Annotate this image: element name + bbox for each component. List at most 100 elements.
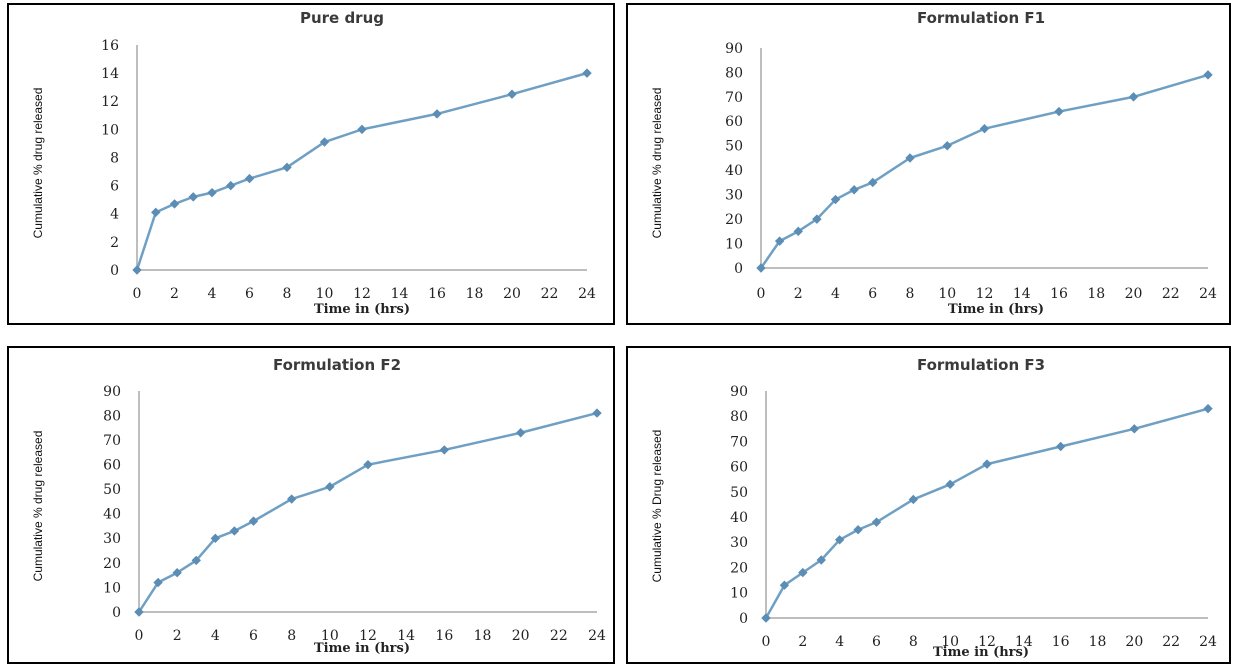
data-point-marker (226, 180, 236, 191)
data-point-marker (188, 192, 198, 202)
data-point-marker (169, 199, 180, 209)
x-tick-label: 2 (173, 628, 182, 644)
data-point-marker (1128, 92, 1139, 102)
y-tick-label: 0 (112, 605, 121, 621)
y-tick-label: 20 (730, 560, 748, 576)
x-tick-label: 24 (1199, 634, 1217, 650)
data-point-marker (1203, 70, 1213, 80)
chart-title: Formulation F3 (917, 356, 1045, 374)
x-tick-label: 24 (1199, 286, 1217, 302)
data-point-marker (779, 580, 790, 590)
y-tick-label: 40 (725, 163, 743, 179)
x-axis-label: Time in (hrs) (314, 302, 410, 317)
x-tick-label: 8 (283, 286, 292, 302)
x-tick-label: 4 (211, 628, 220, 644)
data-point-marker (812, 214, 822, 224)
y-tick-label: 70 (725, 90, 743, 106)
data-point-marker (248, 516, 259, 526)
data-point-marker (1054, 106, 1064, 117)
data-point-marker (871, 517, 882, 527)
data-point-marker (357, 124, 367, 135)
chart-panel-formulation-f1: Formulation F1 Time in (hrs) Cumulative … (626, 3, 1231, 325)
y-tick-label: 30 (730, 535, 748, 551)
x-tick-label: 0 (133, 286, 142, 302)
data-point-marker (363, 459, 373, 470)
x-tick-label: 22 (550, 628, 568, 644)
x-tick-label: 12 (978, 634, 996, 650)
y-tick-label: 50 (730, 485, 748, 501)
y-tick-label: 20 (725, 212, 743, 228)
y-tick-label: 8 (110, 150, 119, 166)
data-point-marker (439, 445, 450, 455)
data-point-marker (319, 137, 330, 147)
x-tick-label: 22 (1162, 286, 1180, 302)
x-tick-label: 6 (245, 286, 254, 302)
x-tick-label: 18 (1087, 286, 1105, 302)
data-point-marker (432, 109, 442, 119)
data-point-marker (868, 177, 878, 188)
data-point-marker (774, 236, 785, 246)
x-tick-label: 22 (1162, 634, 1180, 650)
y-tick-label: 40 (103, 507, 121, 523)
y-tick-label: 50 (725, 139, 743, 155)
x-tick-label: 6 (872, 634, 881, 650)
y-tick-label: 12 (101, 94, 119, 110)
x-tick-label: 2 (794, 286, 803, 302)
data-point-marker (582, 68, 592, 78)
y-axis-label: Cumulative % drug released (31, 431, 45, 582)
data-point-marker (229, 526, 240, 536)
data-point-marker (849, 185, 859, 195)
x-tick-label: 0 (762, 634, 771, 650)
y-tick-label: 70 (103, 433, 121, 449)
y-tick-label: 60 (103, 458, 121, 474)
chart-panel-pure-drug: Pure drug Time in (hrs) Cumulative % dru… (7, 3, 615, 325)
x-tick-label: 10 (938, 286, 956, 302)
line-chart-formulation-f1: Formulation F1 Time in (hrs) Cumulative … (650, 9, 1217, 317)
data-point-marker (244, 173, 255, 184)
chart-panel-formulation-f2: Formulation F2 Time in (hrs) Cumulative … (7, 346, 615, 664)
y-tick-label: 10 (101, 122, 119, 138)
data-point-marker (942, 141, 952, 151)
chart-title: Formulation F2 (273, 356, 401, 374)
chart-panel-formulation-f3: Formulation F3 Time in (hrs) Cumulative … (626, 346, 1231, 664)
x-axis-label: Time in (hrs) (933, 645, 1029, 660)
data-point-marker (325, 482, 335, 492)
data-point-marker (979, 123, 990, 134)
x-tick-label: 16 (428, 286, 446, 302)
y-axis-label: Cumulative % drug released (650, 88, 664, 239)
x-tick-label: 22 (541, 286, 559, 302)
data-point-marker (191, 555, 201, 566)
data-point-marker (905, 153, 915, 163)
x-tick-label: 14 (1015, 634, 1033, 650)
x-tick-label: 4 (835, 634, 844, 650)
line-chart-formulation-f3: Formulation F3 Time in (hrs) Cumulative … (650, 356, 1217, 660)
data-point-marker (172, 568, 182, 578)
y-tick-label: 10 (103, 580, 121, 596)
x-tick-label: 10 (321, 628, 339, 644)
x-tick-label: 6 (249, 628, 258, 644)
x-tick-label: 12 (353, 286, 371, 302)
y-tick-label: 0 (739, 611, 748, 627)
y-tick-label: 60 (730, 460, 748, 476)
y-tick-label: 6 (110, 179, 119, 195)
data-point-marker (507, 89, 517, 99)
data-point-marker (830, 194, 841, 205)
x-tick-label: 8 (906, 286, 915, 302)
x-tick-label: 14 (397, 628, 415, 644)
data-point-marker (515, 428, 526, 438)
x-tick-label: 18 (474, 628, 492, 644)
y-tick-label: 40 (730, 510, 748, 526)
y-tick-label: 80 (730, 409, 748, 425)
data-point-marker (798, 567, 808, 578)
y-tick-label: 0 (110, 263, 119, 279)
y-tick-label: 10 (730, 586, 748, 602)
x-axis-label: Time in (hrs) (948, 302, 1044, 317)
y-tick-label: 60 (725, 114, 743, 130)
y-tick-label: 10 (725, 236, 743, 252)
data-point-marker (207, 187, 217, 198)
x-axis-label: Time in (hrs) (314, 641, 410, 656)
data-point-marker (908, 494, 919, 505)
x-tick-label: 4 (208, 286, 217, 302)
y-tick-label: 90 (730, 384, 748, 400)
data-point-marker (134, 607, 144, 617)
